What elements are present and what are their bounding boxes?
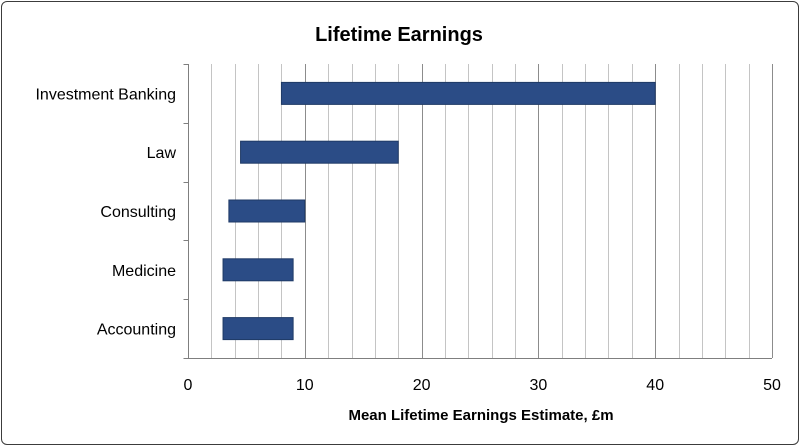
x-axis-label: Mean Lifetime Earnings Estimate, £m — [348, 407, 613, 424]
category-label: Investment Banking — [35, 86, 176, 103]
x-tick-label: 30 — [530, 377, 548, 394]
chart-title: Lifetime Earnings — [315, 24, 483, 46]
x-tick-label: 40 — [646, 377, 664, 394]
grid — [211, 64, 773, 358]
bar-consulting — [228, 199, 306, 223]
category-label: Accounting — [97, 322, 176, 339]
category-label: Consulting — [100, 204, 176, 221]
axes — [183, 64, 772, 359]
bar-medicine — [222, 258, 294, 282]
x-tick-label: 0 — [184, 377, 193, 394]
category-labels: Investment Banking Law Consulting Medicine A… — [35, 86, 176, 338]
x-tick-label: 50 — [763, 377, 781, 394]
bar-accounting — [222, 317, 294, 341]
bars — [222, 81, 656, 341]
bar-investment-banking — [280, 81, 656, 105]
category-label: Law — [147, 145, 177, 162]
x-tick-label: 10 — [296, 377, 314, 394]
x-tick-label: 20 — [413, 377, 431, 394]
bar-law — [240, 140, 399, 164]
x-tick-labels: 0 10 20 30 40 50 — [184, 377, 781, 394]
category-label: Medicine — [112, 263, 176, 280]
